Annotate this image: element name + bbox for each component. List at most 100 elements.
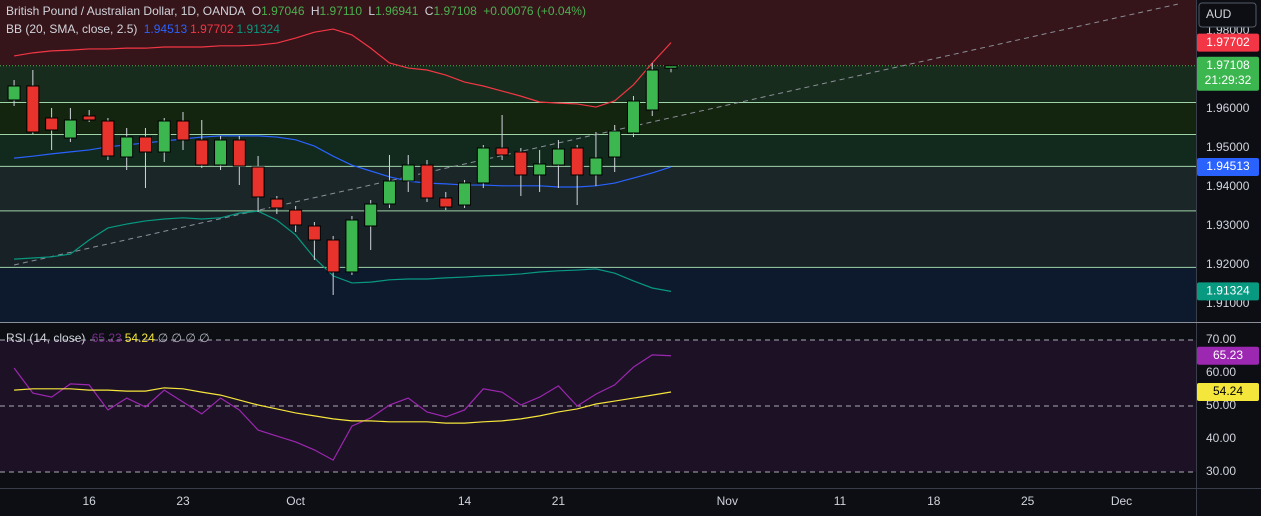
candle-body [533,163,547,176]
zone [0,210,1196,267]
candle-body [664,65,678,69]
candle-body [420,164,434,199]
legend-row: BB (20, SMA, close, 2.5) 1.94513 1.97702 1… [6,20,589,38]
ohlc-value: 1.97108 [433,4,477,18]
price-legend: British Pound / Australian Dollar, 1D, O… [6,2,589,38]
indicator-value: 1.91324 [236,22,280,36]
indicator-value: 54.24 [124,331,155,345]
candle-body [495,147,509,156]
candle-body [345,219,359,273]
candle-body [458,182,472,206]
x-tick-label: 25 [1021,494,1035,508]
indicator-value: ∅ ∅ ∅ ∅ [157,331,210,345]
zone [0,266,1196,322]
candle-body [63,119,77,139]
candle-body [645,69,659,111]
price-tag [1197,157,1259,176]
ohlc-value: 1.97110 [319,4,363,18]
candle-body [120,136,134,158]
price-tag-label: 1.91324 [1206,284,1250,298]
x-tick-label: Nov [717,494,738,508]
symbol-title: British Pound / Australian Dollar, 1D, O… [6,4,246,18]
rsi-line [14,387,672,424]
candle-body [251,166,265,198]
price-tag [1197,33,1259,52]
candle-body [82,115,96,121]
ohlc-key: H [310,4,320,18]
candle-body [157,120,171,153]
candle-body [138,136,152,153]
indicator-label: RSI (14, close) [6,331,86,345]
change: +0.00076 (+0.04%) [483,4,586,18]
candle-body [270,198,284,209]
candle-body [401,164,415,182]
candle-body [307,225,321,241]
price-tag-label: 54.24 [1213,384,1243,398]
indicator-value: 1.97702 [190,22,234,36]
candle-body [589,157,603,176]
price-tag [1197,56,1259,91]
x-tick-label: Dec [1111,494,1132,508]
price-tag [1197,346,1259,365]
y-tick-label: 30.00 [1206,464,1236,478]
indicator-value: 65.23 [91,331,122,345]
candle-body [101,120,115,157]
zone [0,65,1196,102]
candle-body [232,139,246,167]
y-tick-label: 40.00 [1206,431,1236,445]
bollinger-line [14,210,672,292]
zone [0,0,1196,66]
ohlc-key: L [368,4,376,18]
x-tick-label: 14 [458,494,472,508]
price-tag-label: 65.23 [1213,348,1243,362]
y-tick-label: 1.94000 [1206,179,1250,193]
y-tick-label: 1.96000 [1206,101,1250,115]
candle-body [626,100,640,134]
candle-body [364,203,378,227]
x-tick-label: 18 [927,494,941,508]
y-tick-label: 1.93000 [1206,218,1250,232]
y-tick-label: 60.00 [1206,365,1236,379]
candle-body [7,85,21,101]
zone [0,101,1196,134]
candle-body [326,239,340,273]
ohlc-key: O [251,4,262,18]
price-tag [1197,383,1259,402]
candle-body [45,117,59,131]
bollinger-line [13,28,672,108]
currency-box [1198,2,1257,28]
price-tag-label: 1.94513 [1206,159,1250,173]
candle-body [214,139,228,166]
x-tick-label: 23 [176,494,190,508]
candle-body [26,85,40,133]
candle-body [289,209,303,226]
indicator-value: 1.94513 [143,22,188,36]
price-tag-label: 1.97702 [1206,35,1250,49]
countdown: 21:29:32 [1205,73,1252,87]
y-tick-label: 1.95000 [1206,140,1250,154]
x-tick-label: 16 [82,494,96,508]
price-tag [1197,282,1259,301]
y-tick-label: 1.92000 [1206,257,1250,271]
candle-body [551,148,565,166]
x-tick-label: 21 [552,494,566,508]
x-tick-label: 11 [834,494,847,508]
rsi-legend: RSI (14, close) 65.23 54.24 ∅ ∅ ∅ ∅ [6,329,213,347]
candle-body [608,130,622,158]
candle-body [476,147,490,184]
legend-row: British Pound / Australian Dollar, 1D, O… [6,2,589,20]
y-tick-label: 50.00 [1206,398,1236,412]
candle-body [439,197,453,208]
indicator-label: BB (20, SMA, close, 2.5) [6,22,138,36]
x-tick-label: Oct [286,494,305,508]
candle-body [382,180,396,205]
price-tag-label: 1.97108 [1206,58,1250,72]
candle-body [514,151,528,176]
y-tick-label: 70.00 [1206,332,1236,346]
ohlc-value: 1.97046 [261,4,305,18]
currency: AUD [1206,7,1232,21]
rsi-line [13,354,672,461]
ohlc-key: C [424,4,434,18]
